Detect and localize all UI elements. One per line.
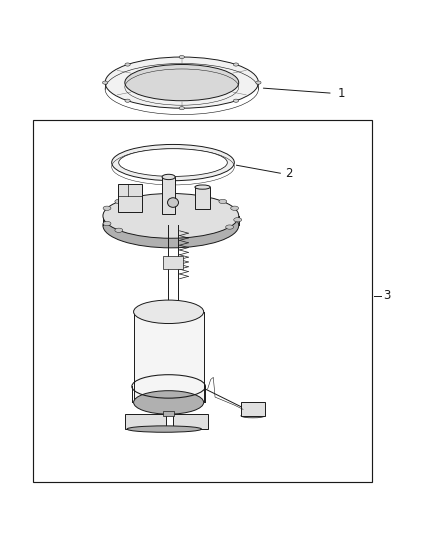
Ellipse shape — [125, 64, 239, 101]
Ellipse shape — [168, 198, 179, 207]
Ellipse shape — [103, 193, 239, 238]
Ellipse shape — [162, 174, 175, 180]
Text: 3: 3 — [383, 289, 391, 302]
Text: 2: 2 — [285, 167, 292, 180]
Polygon shape — [125, 414, 166, 429]
Ellipse shape — [233, 99, 239, 102]
Ellipse shape — [127, 426, 201, 432]
Polygon shape — [134, 312, 204, 402]
Ellipse shape — [179, 107, 184, 110]
Ellipse shape — [103, 221, 111, 225]
Bar — [33, 120, 372, 482]
Ellipse shape — [125, 63, 130, 66]
Ellipse shape — [134, 300, 204, 324]
Ellipse shape — [115, 199, 123, 204]
Bar — [241, 402, 265, 416]
Ellipse shape — [134, 391, 204, 414]
Ellipse shape — [231, 206, 239, 211]
Polygon shape — [105, 83, 258, 89]
Ellipse shape — [241, 414, 265, 418]
Ellipse shape — [179, 55, 184, 59]
Ellipse shape — [115, 228, 123, 232]
Ellipse shape — [103, 206, 111, 211]
Ellipse shape — [103, 203, 239, 248]
Ellipse shape — [105, 57, 258, 108]
Polygon shape — [173, 414, 208, 429]
Ellipse shape — [219, 199, 227, 204]
Ellipse shape — [195, 185, 210, 189]
Ellipse shape — [125, 99, 130, 102]
Ellipse shape — [234, 217, 242, 222]
Ellipse shape — [226, 225, 233, 229]
Bar — [162, 177, 175, 214]
Text: 1: 1 — [337, 87, 345, 100]
Ellipse shape — [233, 63, 239, 66]
Ellipse shape — [102, 81, 108, 84]
Bar — [163, 411, 174, 416]
Ellipse shape — [119, 149, 227, 176]
Ellipse shape — [256, 81, 261, 84]
Bar — [118, 184, 142, 212]
Ellipse shape — [112, 144, 234, 181]
Bar — [195, 187, 210, 209]
Bar — [163, 256, 183, 269]
